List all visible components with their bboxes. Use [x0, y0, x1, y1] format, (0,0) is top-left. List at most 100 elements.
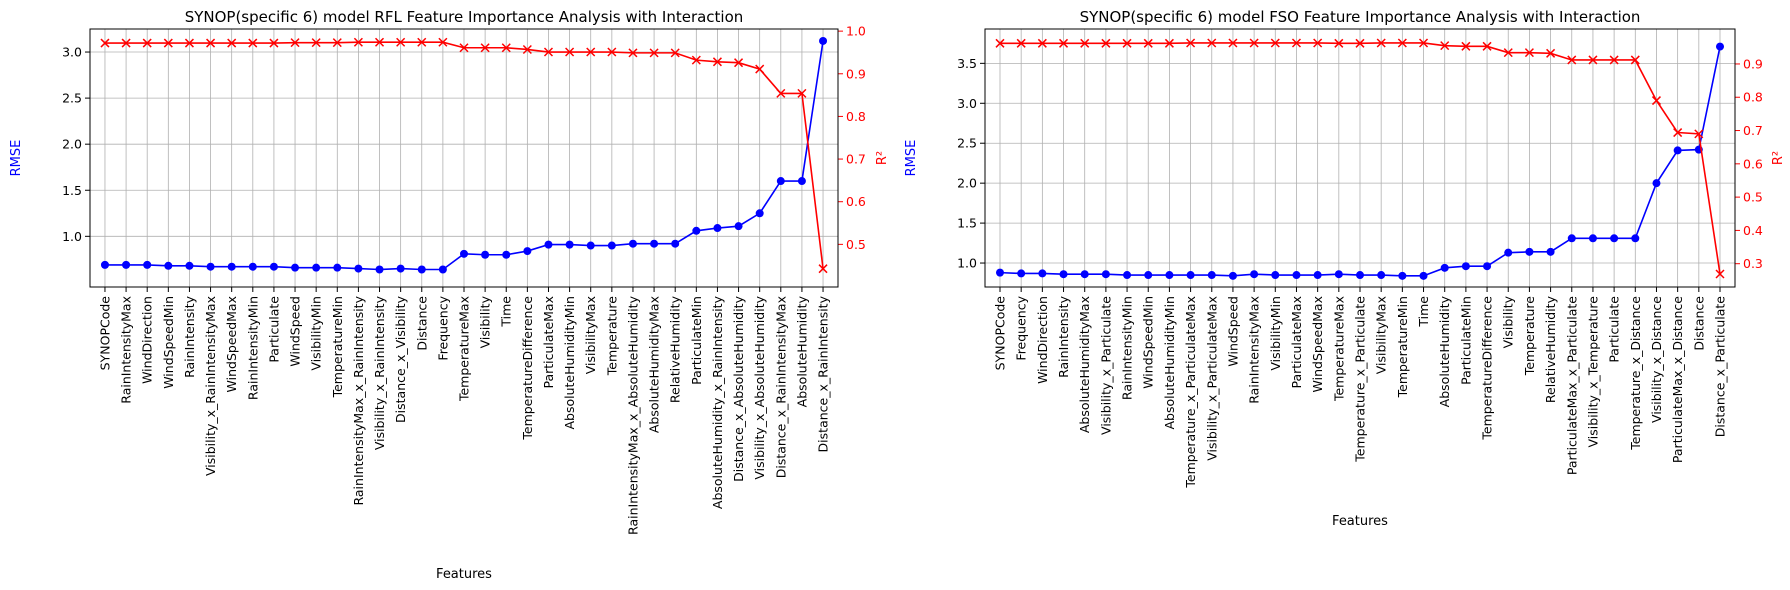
r2-marker-stroke [480, 43, 490, 53]
x-tick-label: VisibilityMin [309, 296, 324, 371]
rmse-point [607, 241, 616, 250]
y-right-tick-label: 0.9 [1743, 56, 1763, 71]
x-tick-label: Frequency [435, 295, 450, 360]
rmse-point [1588, 234, 1597, 243]
r2-marker-stroke [649, 48, 659, 58]
rmse-point [565, 240, 574, 249]
plot-frame [89, 28, 839, 288]
rmse-point [776, 177, 785, 186]
rmse-point [523, 247, 532, 256]
rmse-point [417, 265, 426, 274]
rmse-point [1504, 248, 1513, 257]
r2-marker-stroke [691, 55, 701, 65]
rmse-point [996, 268, 1004, 277]
rmse-point [797, 177, 806, 186]
r2-marker-stroke [1164, 38, 1174, 48]
y-left-tick-label: 1.0 [62, 229, 82, 244]
x-tick-label: ParticulateMin [689, 296, 704, 385]
r2-point [607, 47, 617, 57]
x-tick-label: Visibility [1501, 295, 1516, 348]
r2-marker-stroke [1567, 55, 1577, 65]
chart-title: SYNOP(specific 6) model RFL Feature Impo… [185, 8, 744, 26]
x-tick-label: Visibility_x_ParticulateMax [1204, 296, 1219, 461]
r2-point [1461, 41, 1471, 51]
r2-point [1482, 41, 1492, 51]
r2-point [691, 55, 701, 65]
r2-marker-stroke [1673, 128, 1683, 138]
rmse-point [1334, 270, 1343, 279]
x-tick-label: Distance_x_Visibility [393, 295, 408, 423]
x-tick-label: Visibility_x_Distance [1649, 296, 1664, 423]
r2-point [121, 38, 131, 48]
y-right-tick-label: 0.3 [1743, 256, 1763, 271]
r2-point [417, 37, 427, 47]
series-rmse [100, 36, 828, 274]
r2-point [1249, 38, 1259, 48]
rmse-point [1567, 234, 1576, 243]
r2-point [269, 38, 279, 48]
y-axis-label-right: R² [875, 151, 890, 165]
r2-point [1228, 38, 1238, 48]
r2-marker-stroke [797, 88, 807, 98]
x-tick-label: RainIntensityMax [119, 296, 134, 404]
r2-marker-stroke [100, 38, 110, 48]
r2-point [1334, 38, 1344, 48]
x-tick-label: AbsoluteHumidity [794, 295, 809, 407]
x-tick-label: Frequency [1014, 295, 1029, 360]
r2-point [1630, 55, 1640, 65]
x-tick-label: Visibility_x_Temperature [1585, 296, 1600, 448]
rmse-point [1525, 247, 1534, 256]
r2-marker-stroke [543, 47, 554, 57]
r2-point [797, 88, 807, 98]
r2-point [1673, 128, 1683, 138]
r2-point [628, 48, 638, 58]
r2-point [206, 38, 216, 48]
r2-marker-stroke [586, 47, 596, 57]
rmse-point [650, 239, 659, 248]
rmse-point [460, 249, 468, 258]
rmse-point [755, 209, 764, 218]
r2-marker-stroke [734, 58, 744, 68]
r2-point [1313, 38, 1323, 48]
r2-marker-stroke [353, 37, 363, 47]
rmse-point [1207, 271, 1216, 280]
x-tick-label: WindSpeed [1225, 296, 1240, 367]
rmse-point [502, 250, 511, 259]
r2-marker-stroke [1207, 38, 1217, 48]
x-tick-label: AbsoluteHumidityMin [1162, 296, 1177, 430]
r2-point [1037, 38, 1047, 48]
x-tick-label: TemperatureMin [330, 296, 345, 398]
y-left-tick-label: 1.5 [62, 183, 82, 198]
grid-lines [985, 29, 1735, 287]
rmse-point [713, 224, 722, 233]
rmse-point [354, 264, 363, 273]
x-axis-label: Features [1332, 514, 1388, 529]
x-tick-label: TemperatureMax [457, 296, 472, 402]
r2-point [1143, 38, 1153, 48]
r2-marker-stroke [565, 47, 575, 57]
r2-marker-stroke [818, 264, 828, 274]
x-tick-label: RainIntensityMax [1247, 296, 1262, 404]
x-tick-label: TemperatureDifference [520, 296, 535, 441]
r2-marker-stroke [142, 38, 152, 48]
y-left-tick-label: 3.5 [957, 56, 977, 71]
series-r2 [995, 38, 1725, 279]
r2-point [142, 38, 152, 48]
r2-point [374, 37, 385, 47]
x-tick-label: WindDirection [140, 296, 155, 384]
x-tick-label: RainIntensityMax_x_AbsoluteHumidity [625, 295, 640, 535]
r2-point [480, 43, 490, 53]
r2-point [1503, 48, 1513, 58]
rmse-point [1292, 271, 1301, 280]
rmse-point [100, 260, 109, 269]
y-right-tick-label: 0.6 [1743, 156, 1763, 171]
rmse-point [481, 250, 490, 259]
r2-marker-stroke [670, 48, 680, 58]
x-tick-label: RelativeHumidity [1543, 295, 1558, 403]
x-tick-label: TemperatureMin [1395, 296, 1410, 398]
r2-marker-stroke [1503, 48, 1513, 58]
r2-point [1186, 38, 1196, 48]
y-left-tick-label: 2.0 [62, 137, 82, 152]
y-right-tick-label: 0.6 [846, 194, 866, 209]
rmse-point [1313, 271, 1322, 280]
